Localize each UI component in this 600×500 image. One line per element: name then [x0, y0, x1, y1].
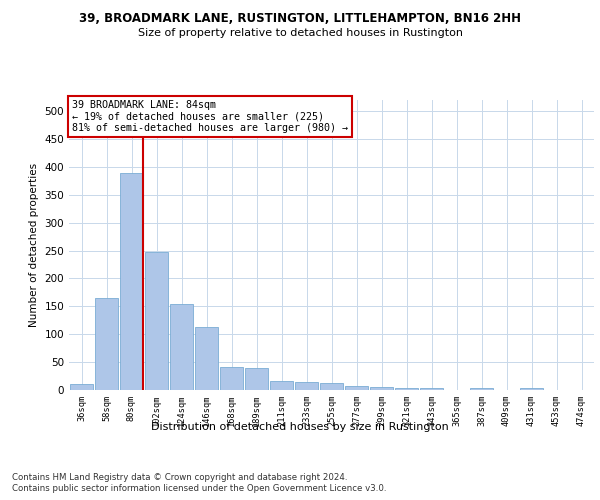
Text: Contains public sector information licensed under the Open Government Licence v3: Contains public sector information licen…: [12, 484, 386, 493]
Bar: [344, 386, 368, 390]
Text: 39 BROADMARK LANE: 84sqm
← 19% of detached houses are smaller (225)
81% of semi-: 39 BROADMARK LANE: 84sqm ← 19% of detach…: [71, 100, 347, 133]
Bar: [245, 368, 268, 390]
Bar: [70, 384, 94, 390]
Bar: [269, 380, 293, 390]
Bar: [170, 304, 193, 390]
Bar: [145, 252, 169, 390]
Text: Size of property relative to detached houses in Rustington: Size of property relative to detached ho…: [137, 28, 463, 38]
Bar: [470, 388, 493, 390]
Bar: [520, 388, 544, 390]
Text: Distribution of detached houses by size in Rustington: Distribution of detached houses by size …: [151, 422, 449, 432]
Text: Contains HM Land Registry data © Crown copyright and database right 2024.: Contains HM Land Registry data © Crown c…: [12, 472, 347, 482]
Bar: [320, 383, 343, 390]
Bar: [419, 388, 443, 390]
Bar: [119, 172, 143, 390]
Bar: [220, 366, 244, 390]
Text: 39, BROADMARK LANE, RUSTINGTON, LITTLEHAMPTON, BN16 2HH: 39, BROADMARK LANE, RUSTINGTON, LITTLEHA…: [79, 12, 521, 26]
Bar: [395, 388, 418, 390]
Bar: [370, 386, 394, 390]
Y-axis label: Number of detached properties: Number of detached properties: [29, 163, 39, 327]
Bar: [95, 298, 118, 390]
Bar: [295, 382, 319, 390]
Bar: [194, 327, 218, 390]
